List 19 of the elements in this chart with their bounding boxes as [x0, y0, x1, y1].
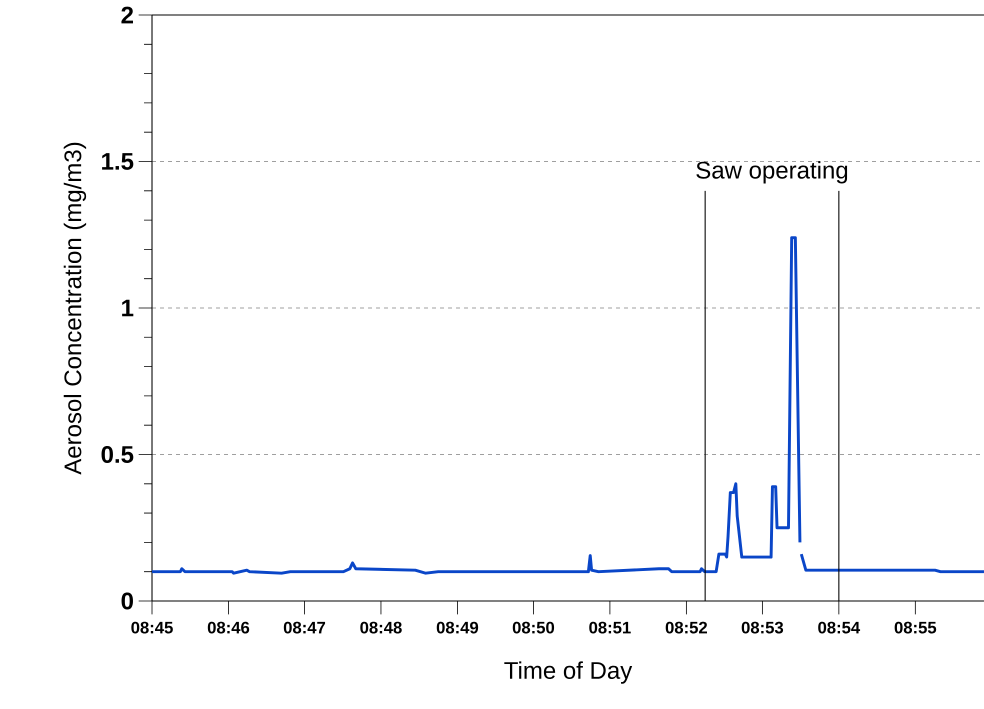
x-tick-label: 08:53 [742, 622, 784, 634]
y-tick-label: 0.5 [102, 446, 134, 463]
x-tick-label: 08:46 [208, 622, 250, 634]
x-tick-label: 08:45 [131, 622, 173, 634]
x-tick-label: 08:49 [436, 622, 478, 634]
y-tick-label: 2 [121, 6, 133, 24]
x-tick-label: 08:47 [284, 622, 326, 634]
x-tick-label: 08:52 [666, 622, 708, 634]
x-tick-label: 08:54 [818, 622, 860, 634]
annotation: Saw operating [696, 161, 848, 184]
x-tick-label: 08:48 [360, 622, 402, 634]
x-tick-label: 08:50 [512, 622, 554, 634]
x-tick-label: 08:51 [589, 622, 631, 634]
x-tick-label: 08:55 [894, 622, 936, 634]
y-tick-label: 1 [122, 300, 134, 316]
y-tick-label: 1.5 [102, 153, 134, 170]
y-axis-title: Aerosol Concentration (mg/m3) [64, 142, 86, 475]
x-axis-title: Time of Day [504, 661, 632, 684]
y-tick-label: 0 [122, 592, 133, 610]
